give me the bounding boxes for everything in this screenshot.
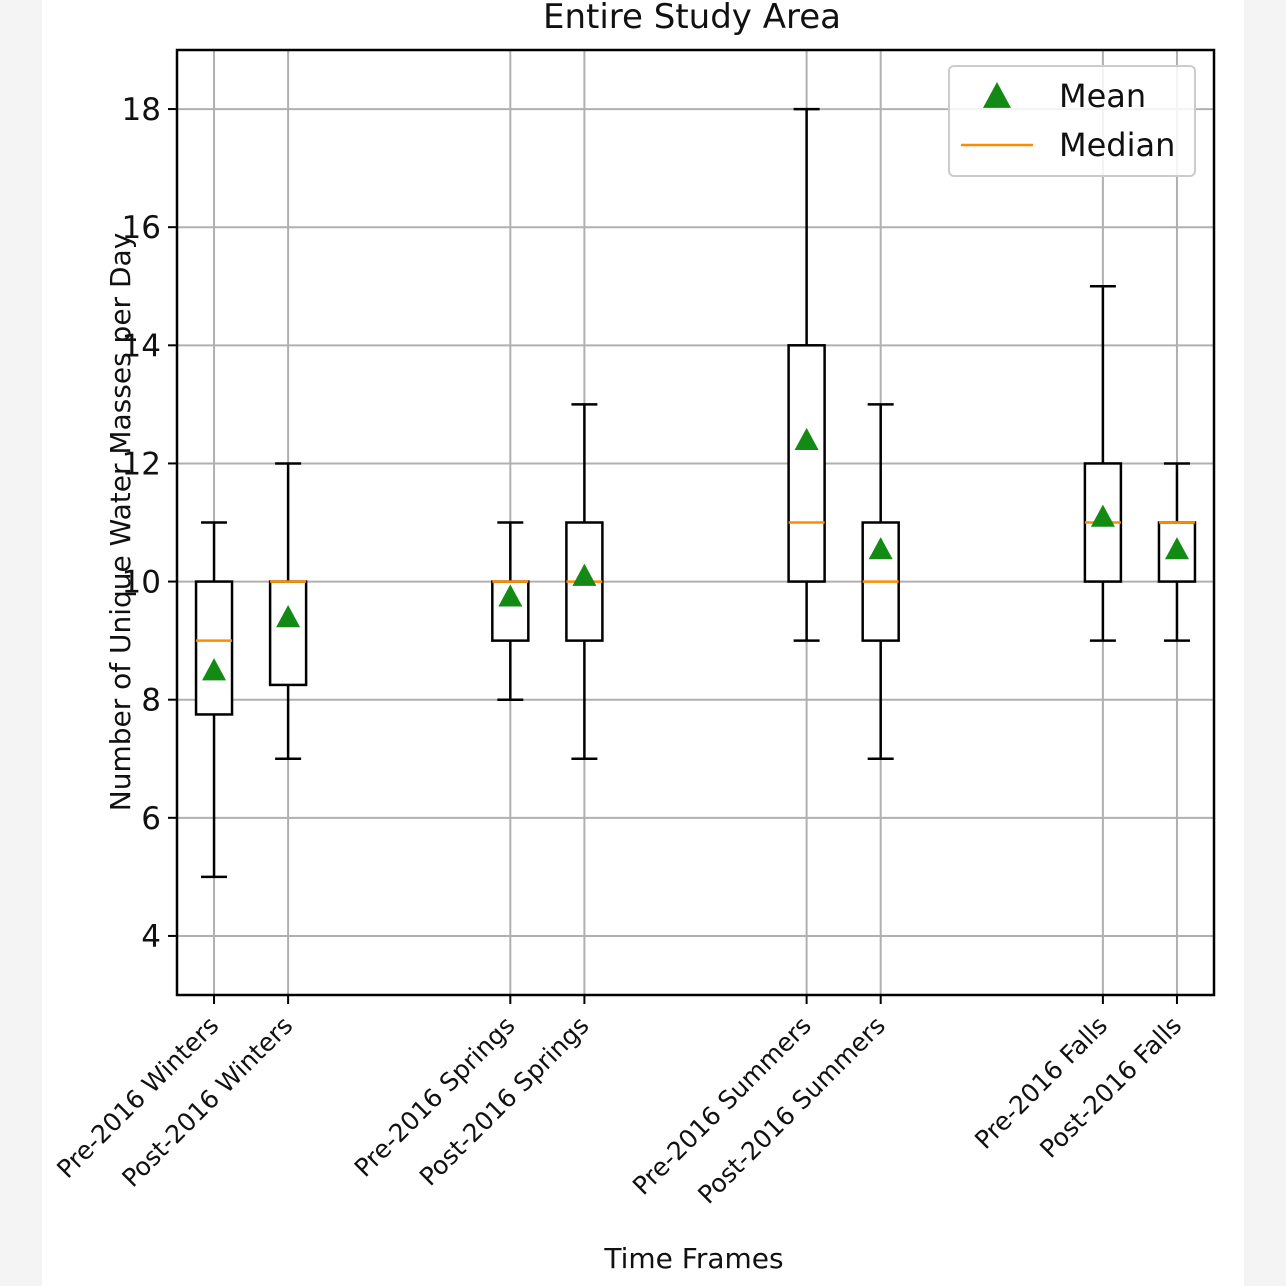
legend-box (948, 65, 1196, 177)
mean-marker (868, 537, 893, 560)
mean-marker (572, 563, 597, 586)
mean-marker (794, 427, 819, 451)
box-item (565, 403, 604, 760)
legend-label-mean: Mean (1059, 77, 1146, 115)
y-tick-label: 18 (122, 92, 161, 128)
x-axis-label: Time Frames (603, 1242, 783, 1275)
mean-marker (498, 584, 523, 607)
box-item (1157, 462, 1197, 642)
box-item (861, 403, 900, 760)
boxes (194, 107, 1197, 879)
box-item (194, 521, 234, 879)
x-tick-label: Pre-2016 Falls (969, 1011, 1113, 1155)
box-item (491, 521, 530, 701)
mean-marker (202, 658, 227, 681)
box-iqr (787, 344, 826, 583)
y-tick-label: 6 (141, 801, 161, 837)
figure: 4 6 8 10 12 14 16 18 Pre-2016 Winters Post-2016 W… (42, 0, 1244, 1286)
y-tick-label: 12 (122, 446, 161, 482)
legend-mean-icon (983, 82, 1011, 108)
plot-frame (175, 48, 1216, 997)
y-axis-label: Number of Unique Water Masses per Day (104, 233, 137, 812)
y-tick-label: 14 (122, 328, 161, 364)
y-tick-label: 8 (141, 683, 161, 719)
grid (177, 50, 1214, 995)
y-tick-label: 10 (122, 565, 161, 601)
legend: Mean Median (948, 65, 1196, 177)
x-tick-label: Post-2016 Falls (1034, 1011, 1187, 1164)
chart-title: Entire Study Area (543, 0, 841, 37)
mean-marker (1164, 537, 1189, 560)
box-item (268, 462, 308, 760)
y-tick-label: 4 (141, 919, 161, 955)
box-item (1083, 285, 1123, 642)
box-iqr (194, 580, 234, 716)
mean-marker (1090, 504, 1115, 527)
y-tick-label: 16 (122, 210, 161, 246)
box-iqr (268, 580, 308, 687)
box-item (787, 107, 826, 642)
mean-marker (276, 605, 301, 628)
legend-label-median: Median (1059, 126, 1175, 164)
